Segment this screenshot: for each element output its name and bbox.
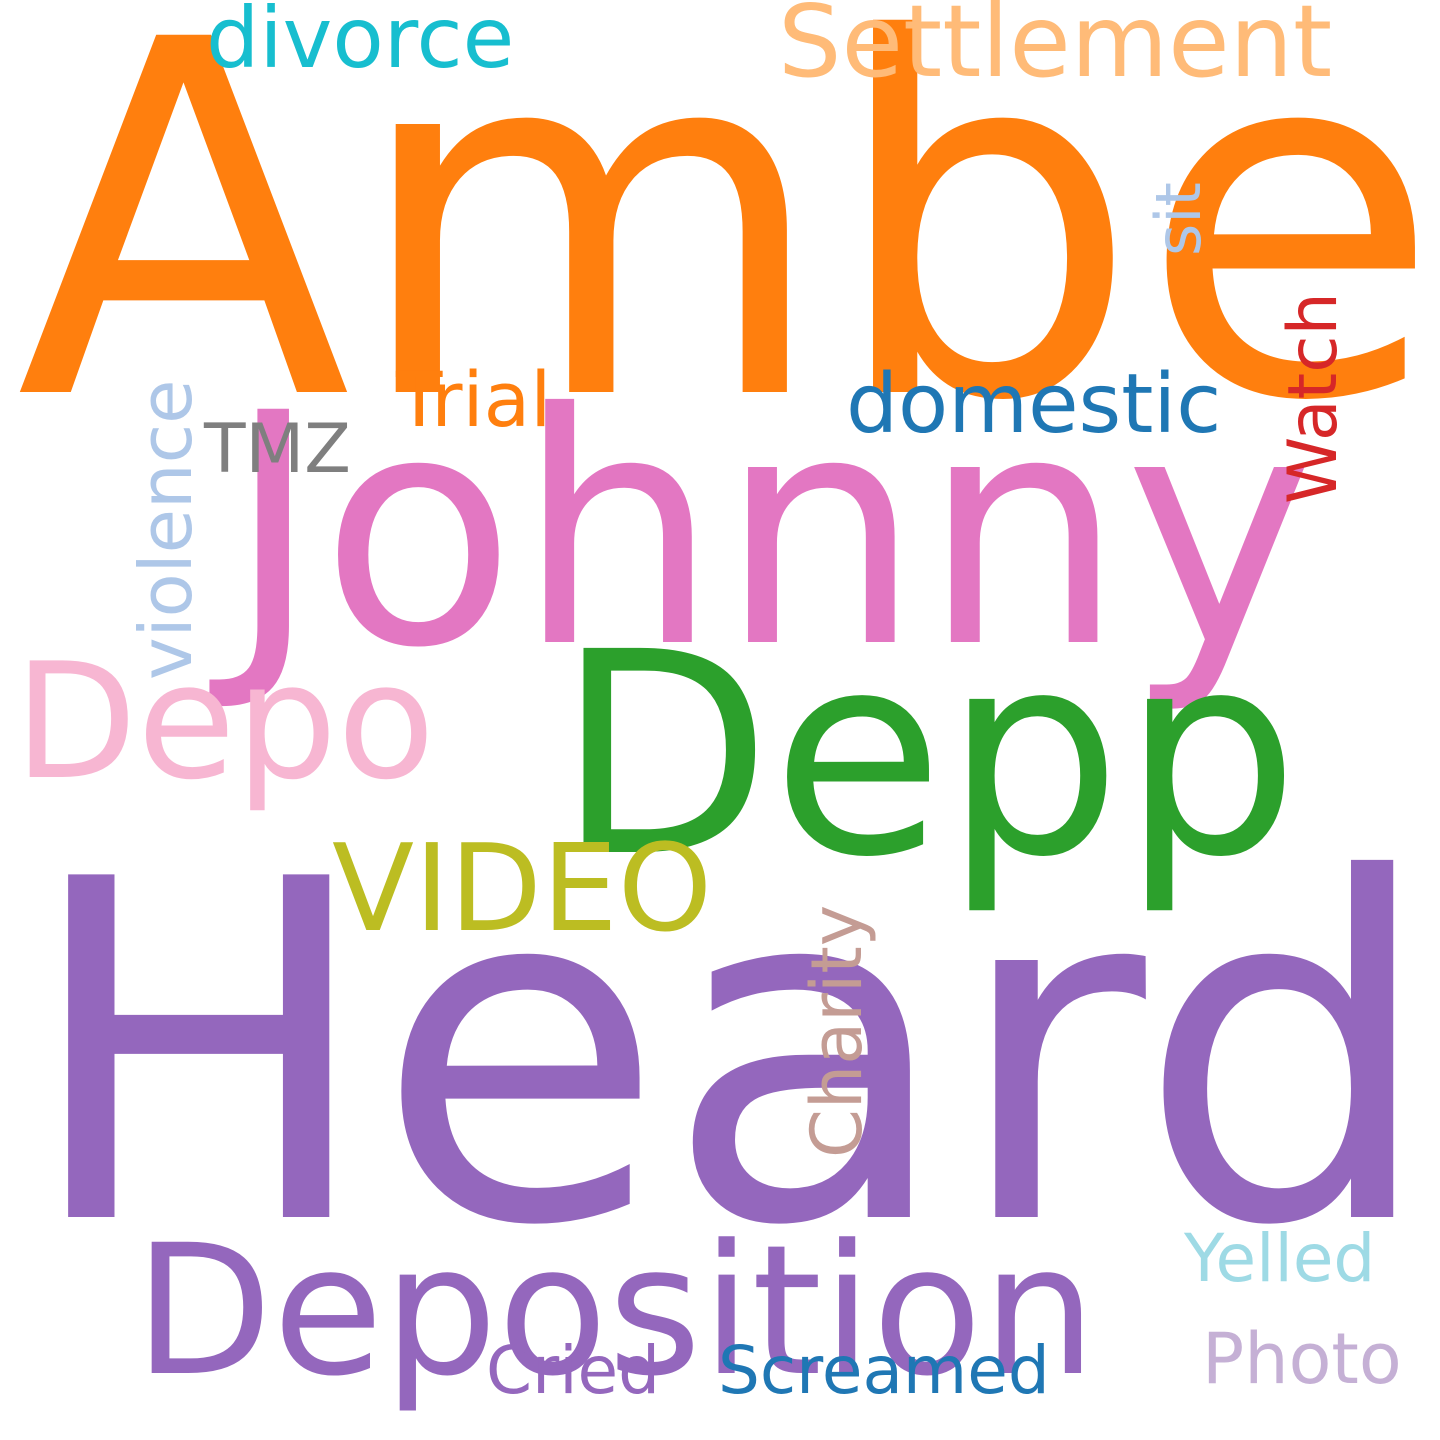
word-johnny: Johnny [226,346,1314,718]
word-charity: Charity [796,904,878,1158]
word-depo: Depo [14,628,436,815]
word-depp: Depp [556,593,1300,919]
word-screamed: Screamed [718,1332,1050,1409]
word-video: VIDEO [332,820,713,959]
word-cried: Cried [486,1332,661,1409]
word-photo: Photo [1202,1318,1402,1400]
word-sit: sit [1142,182,1215,256]
word-divorce: divorce [206,0,515,87]
word-amber: Amber [16,0,1440,508]
word-violence: violence [124,379,208,680]
word-settlement: Settlement [778,0,1333,100]
word-heard: Heard [22,781,1436,1328]
word-tmz: TMZ [204,410,351,489]
word-trial: Trial [396,355,552,444]
word-watch: Watch [1274,292,1353,504]
word-yelled: Yelled [1184,1220,1376,1297]
word-deposition: Deposition [134,1207,1097,1416]
word-domestic: domestic [846,357,1222,452]
